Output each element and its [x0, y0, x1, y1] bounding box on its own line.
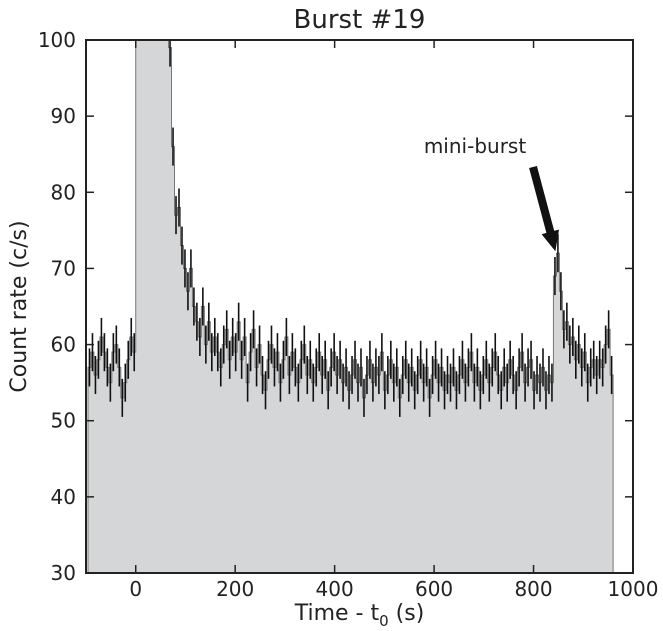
x-tick-label: 800 — [514, 577, 552, 601]
y-tick-label: 90 — [51, 104, 76, 128]
y-tick-label: 60 — [51, 333, 76, 357]
annotation-label: mini-burst — [424, 134, 527, 158]
annotation-arrow — [529, 166, 559, 252]
y-tick-label: 80 — [51, 180, 76, 204]
x-tick-label: 200 — [216, 577, 254, 601]
y-tick-label: 100 — [38, 28, 76, 52]
x-tick-label: 600 — [415, 577, 453, 601]
x-axis-title-subscript: 0 — [379, 612, 389, 630]
y-tick-label: 30 — [51, 561, 76, 585]
x-axis-title-unit: (s) — [389, 601, 425, 626]
x-tick-label: 0 — [129, 577, 142, 601]
y-axis-title: Count rate (c/s) — [7, 220, 32, 392]
x-tick-label: 400 — [316, 577, 354, 601]
annotation: mini-burst — [424, 134, 559, 252]
x-axis-title-main: Time - t — [294, 601, 380, 626]
y-tick-label: 50 — [51, 409, 76, 433]
histogram-fill — [87, 40, 614, 573]
plot-frame — [85, 39, 634, 574]
axis-ticks: 0 200 400 600 800 1000 30 40 50 60 70 80 90 100 — [38, 28, 659, 601]
chart-title: Burst #19 — [294, 5, 426, 35]
y-tick-label: 70 — [51, 256, 76, 280]
x-axis-title: Time - t0 (s) — [294, 601, 425, 630]
plot-area — [87, 39, 614, 573]
x-tick-label: 1000 — [608, 577, 659, 601]
y-tick-label: 40 — [51, 485, 76, 509]
